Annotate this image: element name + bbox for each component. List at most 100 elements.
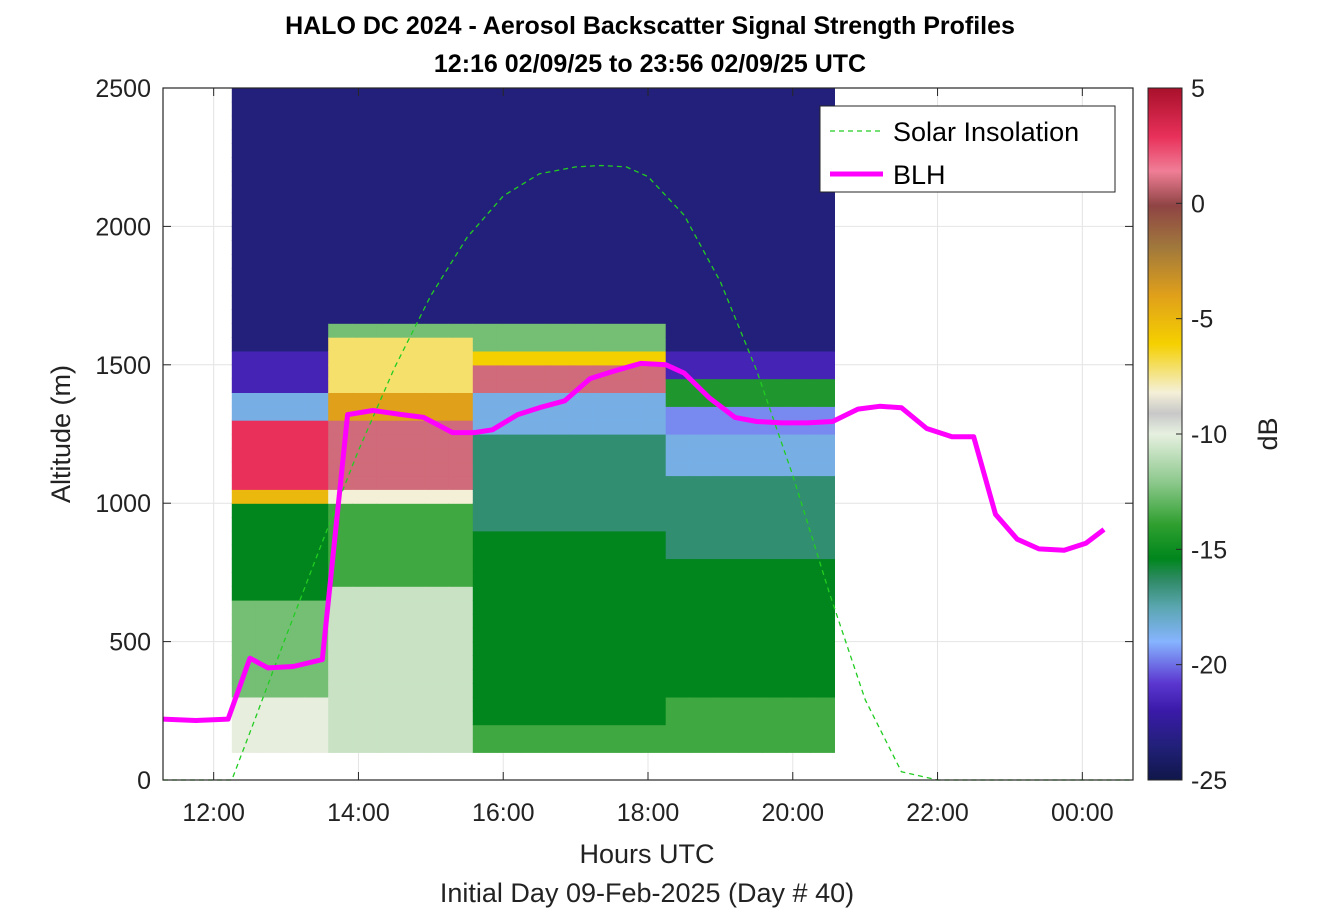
heatmap-cell xyxy=(762,129,787,144)
heatmap-cell xyxy=(545,447,570,463)
heatmap-cell xyxy=(496,503,522,518)
heatmap-cell xyxy=(641,517,667,532)
heatmap-cell xyxy=(255,641,281,656)
heatmap-cell xyxy=(231,406,257,421)
heatmap-cell xyxy=(352,101,377,117)
heatmap-cell xyxy=(713,198,739,214)
heatmap-cell xyxy=(496,171,522,186)
heatmap-cell xyxy=(328,309,353,324)
heatmap-cell xyxy=(545,434,570,449)
heatmap-cell xyxy=(472,613,498,629)
heatmap-cell xyxy=(738,544,763,560)
heatmap-cell xyxy=(496,586,522,601)
heatmap-cell xyxy=(472,267,498,283)
x-axis-label-day: Initial Day 09-Feb-2025 (Day # 40) xyxy=(440,878,854,908)
heatmap-cell xyxy=(304,378,329,393)
heatmap-cell xyxy=(304,129,329,144)
heatmap-cell xyxy=(641,724,667,739)
heatmap-cell xyxy=(424,683,450,698)
heatmap-cell xyxy=(400,295,426,310)
heatmap-cell xyxy=(255,613,281,629)
heatmap-cell xyxy=(352,503,377,518)
heatmap-cell xyxy=(569,115,594,131)
heatmap-cell xyxy=(304,198,329,214)
heatmap-cell xyxy=(424,337,450,352)
heatmap-cell xyxy=(810,489,835,504)
heatmap-cell xyxy=(545,683,570,698)
heatmap-cell xyxy=(424,254,450,269)
heatmap-cell xyxy=(617,517,643,532)
heatmap-cell xyxy=(738,724,763,739)
heatmap-cell xyxy=(641,655,667,670)
heatmap-cell xyxy=(328,267,353,283)
heatmap-cell xyxy=(641,434,667,449)
heatmap-cell xyxy=(424,434,450,449)
heatmap-cell xyxy=(786,157,811,172)
heatmap-cell xyxy=(496,627,522,643)
heatmap-cell xyxy=(400,157,426,172)
heatmap-cell xyxy=(689,461,715,477)
heatmap-cell xyxy=(569,724,594,739)
heatmap-cell xyxy=(569,198,594,214)
heatmap-cell xyxy=(472,641,498,656)
heatmap-cell xyxy=(376,378,402,393)
heatmap-cell xyxy=(496,697,522,712)
heatmap-cell xyxy=(593,267,618,283)
heatmap-cell xyxy=(424,600,450,615)
heatmap-cell xyxy=(376,364,402,380)
heatmap-cell xyxy=(569,586,594,601)
heatmap-cell xyxy=(521,669,546,684)
heatmap-cell xyxy=(738,281,763,297)
heatmap-cell xyxy=(472,586,498,601)
colorbar-ticks: 5 0 -5 -10 -15 -20 -25 xyxy=(1176,75,1227,795)
heatmap-cell xyxy=(496,295,522,310)
heatmap-cell xyxy=(545,655,570,670)
heatmap-cell xyxy=(762,88,787,103)
heatmap-cell xyxy=(617,171,643,186)
heatmap-cell xyxy=(569,212,594,227)
heatmap-cell xyxy=(400,641,426,656)
heatmap-cell xyxy=(689,115,715,131)
heatmap-cell xyxy=(496,724,522,739)
heatmap-cell xyxy=(280,586,305,601)
heatmap-cell xyxy=(521,530,546,546)
heatmap-cell xyxy=(231,115,257,131)
heatmap-cell xyxy=(255,517,281,532)
heatmap-cell xyxy=(593,517,618,532)
heatmap-cell xyxy=(448,351,474,366)
heatmap-cell xyxy=(810,641,835,656)
heatmap-cell xyxy=(400,337,426,352)
heatmap-cell xyxy=(304,710,329,726)
heatmap-cell xyxy=(521,503,546,518)
heatmap-cell xyxy=(665,475,691,490)
heatmap-cell xyxy=(255,558,281,573)
heatmap-cell xyxy=(713,171,739,186)
heatmap-cell xyxy=(328,184,353,200)
heatmap-cell xyxy=(496,738,522,753)
heatmap-cell xyxy=(304,475,329,490)
heatmap-cell xyxy=(352,281,377,297)
heatmap-cell xyxy=(593,129,618,144)
heatmap-cell xyxy=(810,558,835,573)
heatmap-cell xyxy=(617,697,643,712)
heatmap-cell xyxy=(304,461,329,477)
heatmap-cell xyxy=(689,572,715,587)
heatmap-cell xyxy=(231,475,257,490)
heatmap-cell xyxy=(472,337,498,352)
heatmap-cell xyxy=(496,212,522,227)
heatmap-cell xyxy=(521,724,546,739)
heatmap-cell xyxy=(665,517,691,532)
heatmap-cell xyxy=(400,697,426,712)
heatmap-cell xyxy=(304,738,329,753)
x-axis-label: Hours UTC xyxy=(579,839,714,869)
heatmap-cell xyxy=(448,489,474,504)
heatmap-cell xyxy=(665,641,691,656)
heatmap-cell xyxy=(569,669,594,684)
heatmap-cell xyxy=(376,613,402,629)
heatmap-cell xyxy=(762,461,787,477)
heatmap-cell xyxy=(593,697,618,712)
heatmap-cell xyxy=(255,212,281,227)
heatmap-cell xyxy=(617,212,643,227)
heatmap-cell xyxy=(448,600,474,615)
heatmap-cell xyxy=(400,364,426,380)
